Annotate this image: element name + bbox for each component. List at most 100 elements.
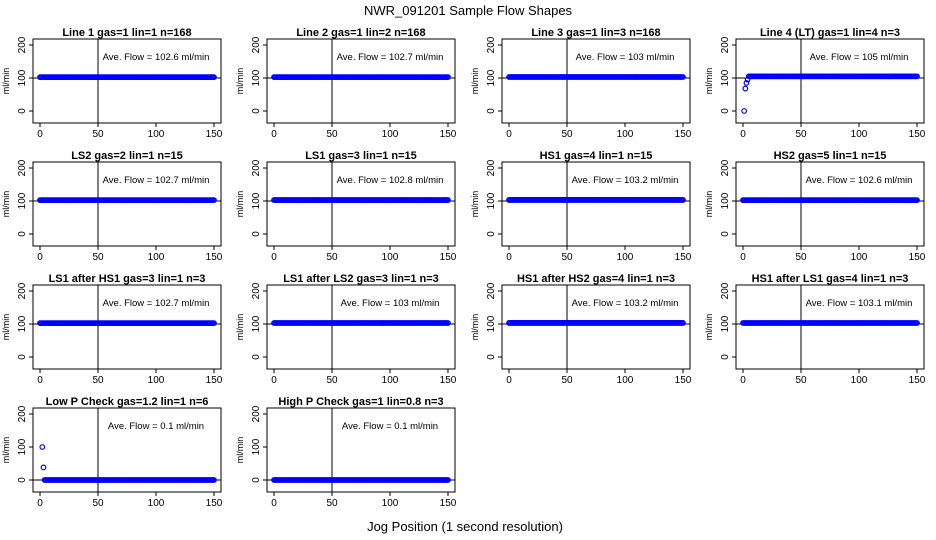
y-tick-label: 200 [17, 36, 28, 53]
x-tick-label: 0 [271, 498, 277, 509]
data-point [211, 477, 217, 483]
y-tick-label: 0 [720, 354, 731, 360]
y-tick-label: 200 [17, 405, 28, 422]
y-tick-label: 0 [17, 108, 28, 114]
x-tick-label: 100 [148, 252, 165, 263]
panel: LS1 after LS2 gas=3 lin=1 n=3 0 50 100 150 0 1… [235, 273, 457, 386]
data-point [680, 197, 686, 203]
x-tick-label: 100 [617, 129, 634, 140]
y-axis-label: ml/min [470, 68, 480, 95]
plot-frame [32, 284, 222, 370]
x-tick-label: 100 [382, 375, 399, 386]
panel: LS1 gas=3 lin=1 n=15 0 50 100 150 0 100 200 ml/m… [235, 150, 457, 263]
y-tick-label: 200 [17, 282, 28, 299]
x-tick-label: 150 [206, 129, 223, 140]
y-tick-label: 100 [251, 69, 262, 86]
x-tick-label: 50 [795, 375, 807, 386]
x-tick-label: 0 [271, 252, 277, 263]
panel-title: HS1 after HS2 gas=4 lin=1 n=3 [517, 273, 675, 285]
plot-frame [266, 407, 456, 493]
y-tick-label: 200 [486, 282, 497, 299]
panel-title: High P Check gas=1 lin=0.8 n=3 [278, 396, 443, 408]
x-tick-label: 150 [675, 252, 692, 263]
plot-frame [32, 38, 222, 124]
x-tick-label: 50 [561, 129, 573, 140]
y-tick-label: 0 [17, 354, 28, 360]
plot-frame [266, 161, 456, 247]
data-series [271, 74, 451, 81]
data-series [39, 444, 217, 483]
y-tick-label: 200 [720, 159, 731, 176]
x-tick-label: 100 [148, 498, 165, 509]
y-tick-label: 0 [17, 477, 28, 483]
x-tick-label: 0 [271, 129, 277, 140]
y-axis-label: ml/min [1, 191, 11, 218]
data-series [37, 320, 217, 327]
y-tick-label: 100 [17, 192, 28, 209]
panel-title: LS1 after HS1 gas=3 lin=1 n=3 [49, 273, 206, 285]
data-series [37, 74, 217, 81]
average-flow-annotation: Ave. Flow = 0.1 ml/min [342, 421, 438, 432]
panel: HS1 gas=4 lin=1 n=15 0 50 100 150 0 100 200 ml/m… [470, 150, 692, 263]
data-point [445, 477, 451, 483]
x-tick-label: 150 [909, 129, 926, 140]
average-flow-annotation: Ave. Flow = 103.1 ml/min [806, 298, 913, 309]
data-series [741, 73, 920, 114]
y-tick-label: 200 [251, 159, 262, 176]
panel-title: HS1 after LS1 gas=4 lin=1 n=3 [752, 273, 909, 285]
data-point [40, 464, 47, 471]
data-series [37, 197, 217, 204]
y-tick-label: 100 [720, 315, 731, 332]
panel: Line 3 gas=1 lin=3 n=168 0 50 100 150 0 100 200… [470, 27, 692, 140]
y-axis-label: ml/min [470, 314, 480, 341]
x-tick-label: 50 [326, 375, 338, 386]
plot-frame [735, 161, 925, 247]
panel-grid: Line 1 gas=1 lin=1 n=168 0 50 100 150 0 100 200… [1, 27, 926, 509]
x-tick-label: 100 [851, 252, 868, 263]
x-tick-label: 0 [37, 252, 43, 263]
x-tick-label: 0 [37, 498, 43, 509]
average-flow-annotation: Ave. Flow = 102.8 ml/min [337, 175, 444, 186]
y-tick-label: 0 [486, 354, 497, 360]
data-point [445, 197, 451, 203]
x-tick-label: 50 [326, 498, 338, 509]
panel: Low P Check gas=1.2 lin=1 n=6 0 50 100 150 0 1… [1, 396, 223, 509]
y-axis-label: ml/min [1, 437, 11, 464]
panel-title: HS2 gas=5 lin=1 n=15 [774, 150, 887, 162]
y-axis-label: ml/min [1, 314, 11, 341]
data-point [743, 80, 750, 86]
y-axis-label: ml/min [235, 191, 245, 218]
y-tick-label: 100 [251, 438, 262, 455]
y-tick-label: 200 [17, 159, 28, 176]
panel: HS1 after LS1 gas=4 lin=1 n=3 0 50 100 150 0 1… [704, 273, 926, 386]
x-tick-label: 150 [206, 498, 223, 509]
x-tick-label: 50 [561, 252, 573, 263]
x-tick-label: 150 [206, 252, 223, 263]
y-tick-label: 200 [251, 405, 262, 422]
y-tick-label: 200 [251, 36, 262, 53]
plot-frame [501, 38, 691, 124]
y-tick-label: 0 [251, 108, 262, 114]
y-axis-label: ml/min [235, 437, 245, 464]
average-flow-annotation: Ave. Flow = 0.1 ml/min [108, 421, 204, 432]
data-point [914, 320, 920, 326]
panel: LS1 after HS1 gas=3 lin=1 n=3 0 50 100 150 0 1… [1, 273, 223, 386]
panel: Line 2 gas=1 lin=2 n=168 0 50 100 150 0 100 200… [235, 27, 457, 140]
data-point [211, 197, 217, 204]
x-tick-label: 100 [382, 498, 399, 509]
y-tick-label: 0 [486, 231, 497, 237]
average-flow-annotation: Ave. Flow = 103 ml/min [341, 298, 440, 309]
y-tick-label: 0 [251, 231, 262, 237]
x-tick-label: 50 [326, 129, 338, 140]
x-tick-label: 0 [506, 375, 512, 386]
x-tick-label: 50 [795, 252, 807, 263]
y-tick-label: 100 [17, 315, 28, 332]
y-axis-label: ml/min [1, 68, 11, 95]
figure-xlabel: Jog Position (1 second resolution) [367, 519, 563, 534]
panel: Line 1 gas=1 lin=1 n=168 0 50 100 150 0 100 200… [1, 27, 223, 140]
data-point [742, 85, 749, 92]
x-tick-label: 150 [909, 375, 926, 386]
x-tick-label: 50 [92, 129, 104, 140]
panel: LS2 gas=2 lin=1 n=15 0 50 100 150 0 100 200 ml/m… [1, 150, 223, 263]
x-tick-label: 150 [440, 252, 457, 263]
